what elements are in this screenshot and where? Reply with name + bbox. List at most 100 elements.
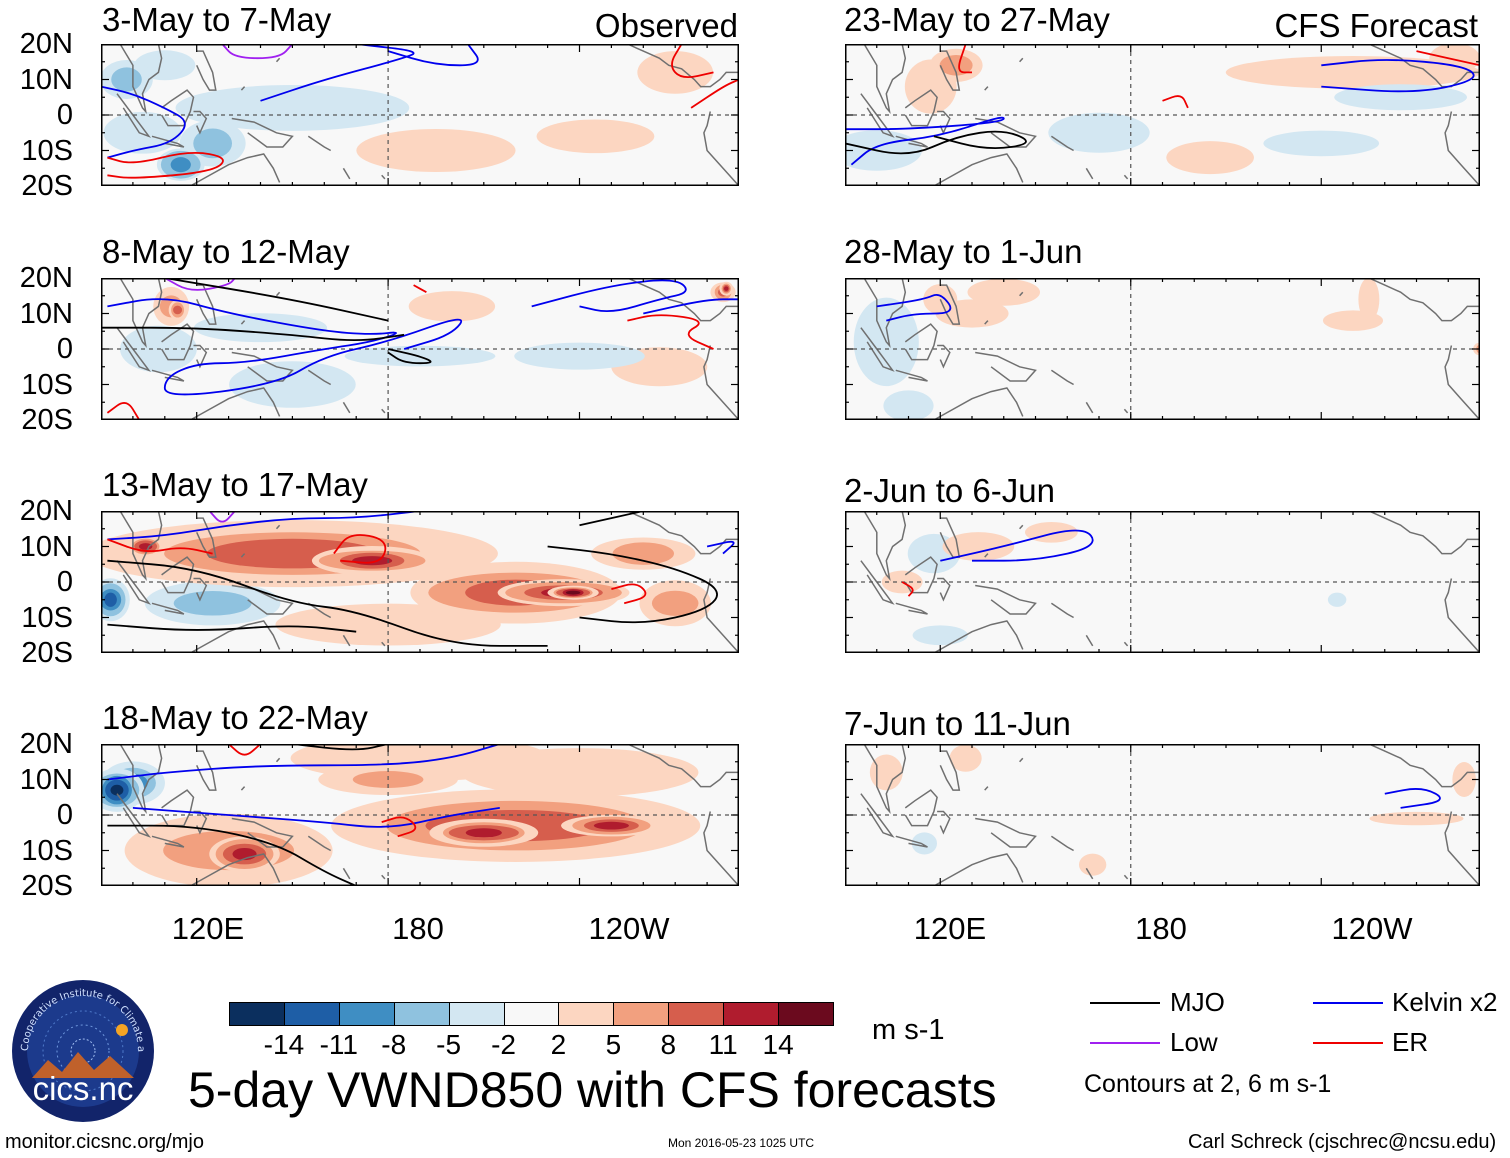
- anomaly-fill: [1358, 278, 1380, 321]
- coastline: [1050, 835, 1074, 852]
- anomaly-fill: [1263, 130, 1380, 157]
- coastline: [193, 577, 208, 602]
- coastline: [342, 167, 351, 180]
- coastline: [703, 345, 739, 420]
- coastline: [937, 577, 951, 602]
- kelvin-contour: [706, 540, 735, 555]
- anomaly-fill: [356, 128, 516, 173]
- coastline: [381, 641, 386, 647]
- coastline: [1085, 167, 1094, 180]
- legend-label-low: Low: [1170, 1027, 1218, 1057]
- colorbar-units: m s-1: [872, 1014, 945, 1046]
- coastline: [307, 135, 332, 152]
- legend-line-mjo: [1090, 1002, 1160, 1004]
- coastline: [1123, 408, 1129, 414]
- coastline: [1368, 744, 1480, 788]
- coastline: [860, 793, 895, 838]
- er-contour: [413, 284, 427, 293]
- anomaly-fill: [1078, 853, 1107, 876]
- y-tick-row4-3: 10S: [21, 834, 73, 867]
- y-tick-row1-0: 20N: [19, 28, 73, 60]
- er-contour: [1162, 95, 1189, 109]
- coastline: [275, 291, 281, 297]
- coastline: [975, 584, 1037, 615]
- coastline: [381, 874, 386, 880]
- panel-title-fc-3: 2-Jun to 6-Jun: [844, 472, 1055, 509]
- coastline: [240, 786, 246, 791]
- anomaly-fill: [967, 278, 1041, 306]
- colorbar-tick-label: 2: [550, 1029, 567, 1060]
- anomaly-fill: [460, 748, 699, 797]
- footer-url: monitor.cicsnc.org/mjo: [5, 1131, 204, 1153]
- coastline: [1085, 634, 1094, 647]
- kelvin-contour: [101, 85, 186, 159]
- anomaly-fill: [173, 591, 252, 616]
- coastline: [1123, 641, 1129, 647]
- coastline: [116, 793, 152, 838]
- coastline: [860, 93, 895, 138]
- coastline: [119, 511, 163, 581]
- coastline: [1444, 111, 1480, 186]
- y-tick-row4-0: 20N: [19, 728, 73, 760]
- y-tick-row2-3: 10S: [21, 368, 73, 401]
- coastline: [863, 278, 907, 348]
- coastline: [1085, 401, 1094, 414]
- anomaly-fill: [465, 828, 502, 838]
- er-contour: [381, 816, 417, 838]
- y-tick-row4-4: 20S: [21, 870, 73, 902]
- coastline: [1123, 874, 1129, 880]
- coastline: [937, 344, 951, 369]
- mjo-contour: [845, 130, 1027, 155]
- observed-label: Observed: [594, 7, 738, 44]
- coastline: [932, 153, 1024, 186]
- anomaly-fill: [869, 754, 903, 791]
- coastline: [240, 553, 246, 558]
- kelvin-contour: [107, 298, 463, 396]
- coastline: [1019, 524, 1024, 530]
- x-tick-120e-left: 120E: [171, 911, 245, 946]
- panel-title-obs-4: 18-May to 22-May: [102, 699, 368, 736]
- y-tick-row4-2: 0: [56, 799, 73, 831]
- y-tick-row3-3: 10S: [21, 601, 73, 634]
- coastline: [932, 387, 1024, 420]
- mjo-contour: [107, 623, 357, 633]
- colorbar-swatch: [778, 1002, 834, 1026]
- coastline: [196, 517, 217, 558]
- map-panel-fc-3: [845, 511, 1480, 653]
- anomaly-fill: [408, 291, 496, 322]
- colorbar-swatch: [393, 1002, 450, 1026]
- coastline: [188, 387, 281, 420]
- kelvin-contour: [107, 744, 501, 781]
- colorbar-tick-label: 5: [605, 1029, 622, 1060]
- coastline: [863, 44, 907, 114]
- map-panel-fc-4: [845, 744, 1480, 886]
- coastline: [1019, 57, 1024, 63]
- coastline: [1019, 757, 1024, 763]
- anomaly-fill: [1048, 112, 1150, 153]
- coastline: [1050, 602, 1074, 619]
- figure-title: 5-day VWND850 with CFS forecasts: [188, 1062, 997, 1118]
- coastline: [231, 117, 294, 148]
- coastline: [342, 634, 351, 647]
- colorbar-swatch: [448, 1002, 505, 1026]
- coastline: [703, 111, 739, 186]
- cicsnc-logo: Cooperative Institute for Climate and Sa…: [7, 970, 156, 1124]
- anomaly-fill: [104, 592, 117, 607]
- colorbar-tick-label: 8: [660, 1029, 677, 1060]
- coastline: [231, 351, 294, 382]
- er-contour: [106, 402, 141, 420]
- coastline: [116, 560, 152, 605]
- legend-line-kelvin: [1313, 1002, 1383, 1004]
- coastline: [1085, 867, 1094, 880]
- coastline: [160, 323, 195, 361]
- anomaly-fill: [1225, 56, 1480, 89]
- anomaly-fill: [170, 157, 191, 173]
- anomaly-fill: [942, 532, 1015, 561]
- anomaly-fill: [103, 111, 182, 154]
- anomaly-fill: [1327, 592, 1347, 607]
- coastline: [1123, 174, 1129, 180]
- panel-title-fc-2: 28-May to 1-Jun: [844, 233, 1083, 270]
- legend-line-low: [1090, 1042, 1160, 1044]
- map-panel-obs-2: [101, 278, 739, 420]
- y-tick-row1-1: 10N: [19, 63, 73, 96]
